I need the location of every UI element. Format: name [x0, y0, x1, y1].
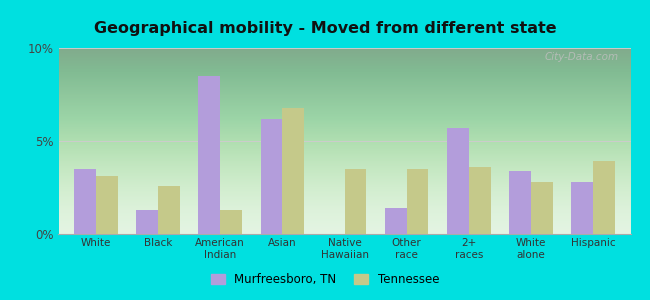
Bar [571, 182, 593, 234]
Bar [282, 107, 304, 234]
Bar [261, 119, 282, 234]
Bar [469, 167, 491, 234]
Bar [96, 176, 118, 234]
Bar [198, 76, 220, 234]
Bar [593, 161, 615, 234]
Bar [136, 210, 158, 234]
Bar [509, 171, 531, 234]
Text: City-Data.com: City-Data.com [545, 52, 619, 62]
Bar [158, 186, 180, 234]
Bar [220, 210, 242, 234]
Bar [344, 169, 366, 234]
Text: Geographical mobility - Moved from different state: Geographical mobility - Moved from diffe… [94, 21, 556, 36]
Bar [407, 169, 428, 234]
Bar [74, 169, 96, 234]
Bar [531, 182, 552, 234]
Legend: Murfreesboro, TN, Tennessee: Murfreesboro, TN, Tennessee [206, 269, 444, 291]
Bar [447, 128, 469, 234]
Bar [385, 208, 407, 234]
